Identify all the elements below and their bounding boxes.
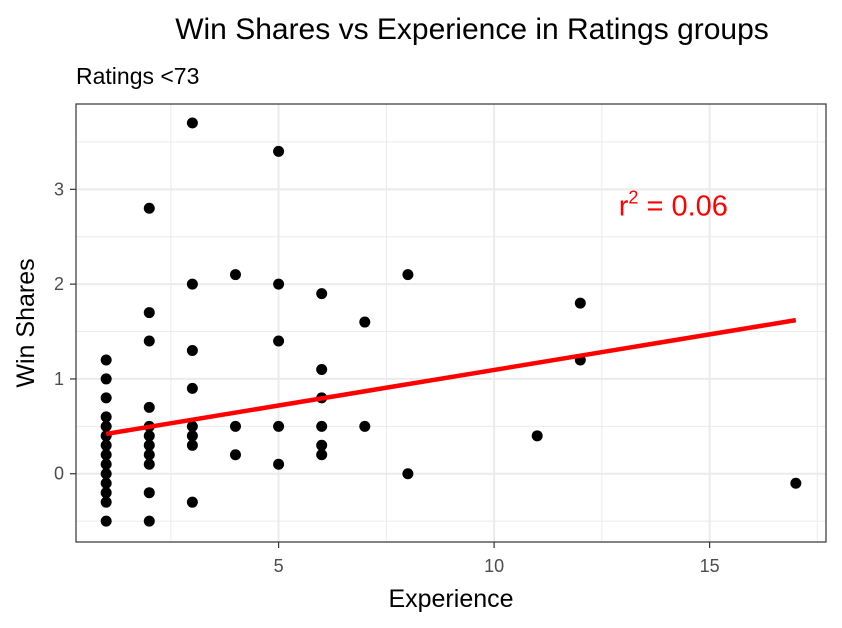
x-tick-label: 15 — [700, 556, 720, 576]
data-point — [316, 439, 328, 451]
data-point — [186, 117, 198, 129]
y-tick-label: 1 — [54, 369, 64, 389]
data-point — [229, 449, 241, 461]
data-point — [316, 420, 328, 432]
data-point — [100, 458, 112, 470]
data-point — [316, 288, 328, 300]
y-axis-title: Win Shares — [12, 258, 40, 387]
data-point — [273, 145, 285, 157]
regression-line — [105, 317, 797, 437]
minor-gridlines — [76, 104, 826, 542]
data-point — [100, 487, 112, 499]
data-point — [186, 420, 198, 432]
data-point — [143, 515, 155, 527]
data-point — [143, 430, 155, 442]
annotation-value: = 0.06 — [638, 190, 728, 222]
data-point — [359, 316, 371, 328]
x-axis-ticks: 5 10 15 — [274, 542, 720, 576]
data-point — [143, 335, 155, 347]
data-point — [100, 392, 112, 404]
data-point — [273, 458, 285, 470]
y-tick-label: 0 — [54, 464, 64, 484]
data-point — [100, 411, 112, 423]
data-point — [100, 373, 112, 385]
data-point — [359, 420, 371, 432]
data-points — [100, 117, 802, 527]
y-tick-label: 2 — [54, 274, 64, 294]
annotation-superscript: 2 — [628, 187, 638, 207]
data-point — [273, 278, 285, 290]
data-point — [229, 420, 241, 432]
data-point — [100, 354, 112, 366]
data-point — [143, 202, 155, 214]
data-point — [790, 477, 802, 489]
y-axis-ticks: 0 1 2 3 — [54, 179, 76, 484]
data-point — [143, 439, 155, 451]
data-point — [273, 420, 285, 432]
data-point — [143, 458, 155, 470]
data-point — [100, 477, 112, 489]
data-point — [186, 430, 198, 442]
panel-border — [75, 103, 827, 543]
plot-panel — [76, 104, 826, 542]
data-point — [186, 439, 198, 451]
data-point — [531, 430, 543, 442]
x-tick-label: 10 — [484, 556, 504, 576]
y-tick-label: 3 — [54, 179, 64, 199]
data-point — [186, 344, 198, 356]
r-squared-annotation: r2 = 0.06 — [619, 187, 728, 222]
x-tick-label: 5 — [274, 556, 284, 576]
data-point — [143, 487, 155, 499]
data-point — [316, 449, 328, 461]
data-point — [100, 449, 112, 461]
data-point — [100, 439, 112, 451]
annotation-base: r — [619, 190, 629, 222]
data-point — [100, 468, 112, 480]
data-point — [186, 382, 198, 394]
data-point — [143, 401, 155, 413]
chart-title: Win Shares vs Experience in Ratings grou… — [175, 13, 769, 46]
data-point — [186, 496, 198, 508]
data-point — [143, 307, 155, 319]
x-axis-title: Experience — [388, 585, 513, 613]
data-point — [100, 420, 112, 432]
data-point — [229, 269, 241, 281]
data-point — [574, 297, 586, 309]
data-point — [402, 269, 414, 281]
data-point — [402, 468, 414, 480]
data-point — [273, 335, 285, 347]
data-point — [100, 496, 112, 508]
data-point — [186, 278, 198, 290]
data-point — [143, 449, 155, 461]
data-point — [316, 363, 328, 375]
data-point — [100, 515, 112, 527]
chart-subtitle: Ratings <73 — [76, 63, 199, 89]
